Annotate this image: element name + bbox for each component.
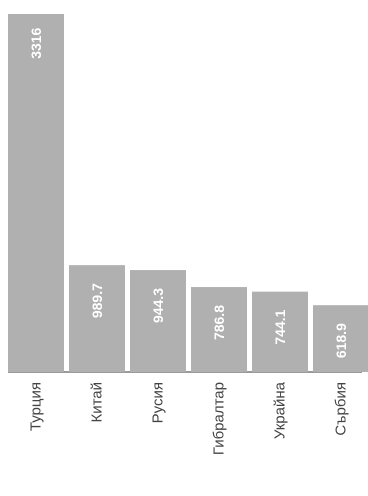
value-label-3: 944.3	[150, 288, 166, 323]
value-label-1: 3316	[28, 27, 44, 58]
bar-3	[130, 270, 186, 372]
bar-1	[8, 14, 64, 372]
category-label-2: Китай	[89, 382, 106, 423]
bar-6	[313, 305, 368, 372]
value-labels: 3316 989.7 944.3 786.8 744.1 618.9	[28, 27, 349, 358]
value-label-2: 989.7	[89, 283, 105, 318]
bar-5	[252, 291, 308, 372]
category-label-4: Гибралтар	[211, 382, 228, 455]
category-label-3: Русия	[150, 382, 167, 423]
value-label-6: 618.9	[333, 323, 349, 358]
category-label-5: Украйна	[272, 381, 289, 439]
category-label-1: Турция	[28, 382, 45, 431]
value-label-5: 744.1	[272, 309, 288, 344]
bars	[8, 14, 368, 372]
category-labels: Турция Китай Русия Гибралтар Украйна Сърбия	[28, 381, 350, 455]
bar-2	[69, 265, 125, 372]
value-label-4: 786.8	[211, 305, 227, 340]
category-label-6: Сърбия	[333, 382, 350, 436]
bar-4	[191, 287, 247, 372]
